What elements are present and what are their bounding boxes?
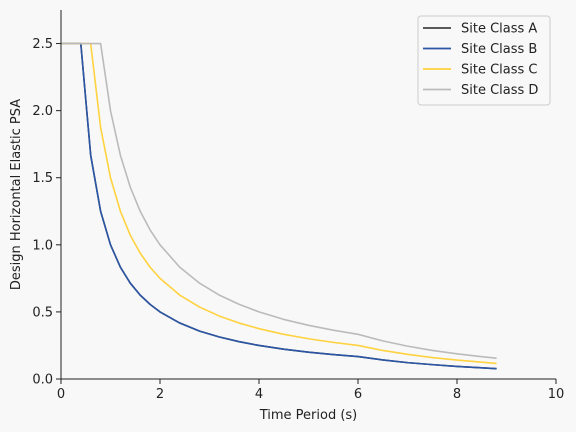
x-tick-label: 2: [156, 387, 164, 402]
x-axis-label: Time Period (s): [259, 408, 358, 423]
y-tick-label: 0.0: [32, 373, 53, 388]
series-line-site-class-c: [61, 42, 497, 365]
legend: Site Class A Site Class B Site Class C Site…: [417, 15, 551, 106]
legend-label: Site Class B: [461, 42, 537, 57]
axes-layer: [60, 10, 556, 380]
legend-label: Site Class C: [461, 63, 538, 78]
legend-items: Site Class A Site Class B Site Class C Site…: [423, 22, 538, 98]
series-line-site-class-b: [61, 42, 497, 370]
y-ticks: 0.0 0.5 1.0 1.5 2.0 2.5: [32, 37, 61, 388]
x-tick-label: 0: [57, 387, 65, 402]
x-tick-label: 8: [453, 387, 461, 402]
x-tick-label: 10: [548, 387, 565, 402]
y-tick-label: 1.5: [32, 171, 53, 186]
x-ticks: 0 2 4 6 8 10: [57, 379, 564, 402]
series-layer: [61, 42, 497, 370]
y-tick-label: 1.0: [32, 238, 53, 253]
legend-label: Site Class A: [461, 22, 537, 37]
x-tick-label: 6: [354, 387, 362, 402]
y-axis-label: Design Horizontal Elastic PSA: [9, 99, 24, 290]
legend-label: Site Class D: [461, 83, 538, 98]
y-tick-label: 2.5: [32, 37, 53, 52]
legend-box: [417, 15, 551, 106]
x-tick-label: 4: [255, 387, 263, 402]
y-tick-label: 2.0: [32, 104, 53, 119]
series-line-site-class-d: [61, 42, 497, 359]
y-tick-label: 0.5: [32, 305, 53, 320]
